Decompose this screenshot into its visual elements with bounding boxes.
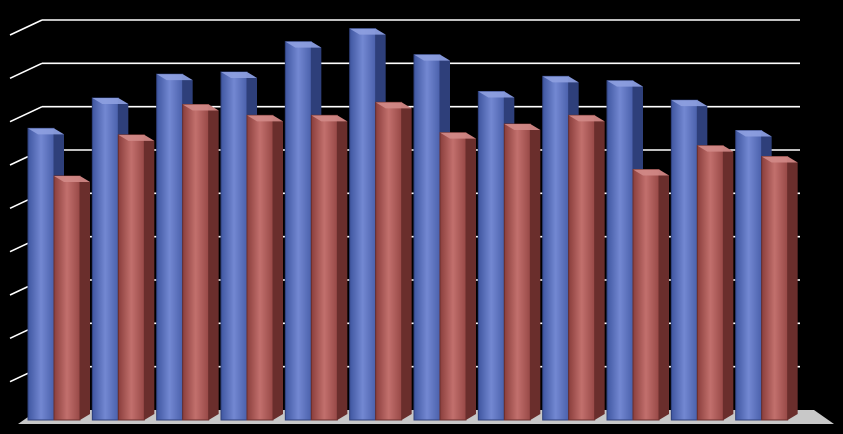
bar-front xyxy=(761,156,789,421)
bar xyxy=(503,123,541,421)
bar-top xyxy=(440,132,476,139)
bar-top xyxy=(156,74,193,81)
bar-front xyxy=(413,54,441,421)
bar-front xyxy=(542,75,570,421)
bar-front xyxy=(696,145,724,421)
bar-top xyxy=(414,54,450,61)
bar-front xyxy=(735,130,763,421)
bar-side xyxy=(594,115,605,420)
bar xyxy=(53,175,90,421)
bar xyxy=(606,80,643,421)
bar-front xyxy=(375,101,403,421)
bar-side xyxy=(80,176,90,420)
bar-front xyxy=(284,41,312,421)
bar-side xyxy=(466,132,476,420)
bar-front xyxy=(220,71,248,421)
bar-top xyxy=(542,76,579,83)
bar-side xyxy=(530,124,541,420)
bar-top xyxy=(118,134,155,141)
bar-top xyxy=(92,98,129,104)
bar-side xyxy=(723,145,734,420)
bar-front xyxy=(91,97,119,421)
bar-side xyxy=(787,156,798,420)
bar-side xyxy=(144,134,155,421)
bar-top xyxy=(247,115,283,122)
bars xyxy=(27,28,798,421)
bar xyxy=(182,104,219,421)
bar-front xyxy=(117,134,145,421)
gridline-wall xyxy=(9,105,43,123)
bar-top xyxy=(285,41,322,48)
gridline-wall xyxy=(9,62,43,80)
bar xyxy=(568,114,605,421)
bar-front xyxy=(670,99,698,421)
bar-front xyxy=(156,73,184,421)
bar-top xyxy=(568,115,605,122)
bar-top xyxy=(697,145,734,152)
bar-top xyxy=(504,124,541,130)
bar-front xyxy=(53,175,81,421)
bar xyxy=(375,101,412,421)
bar-top xyxy=(478,91,515,98)
bar-top xyxy=(311,115,348,122)
bar-front xyxy=(246,114,274,421)
bar-front xyxy=(27,127,55,421)
bar xyxy=(310,114,348,421)
bar-front xyxy=(477,91,505,421)
bar xyxy=(117,134,155,421)
bar-side xyxy=(273,115,283,420)
bar-front xyxy=(349,28,377,421)
bar-top xyxy=(671,100,708,107)
bar-front xyxy=(439,132,467,421)
bar-side xyxy=(659,169,669,420)
bar-front xyxy=(568,114,596,421)
bar-top xyxy=(607,80,643,87)
bar-top xyxy=(735,130,772,137)
gridline-wall xyxy=(9,19,43,36)
bar-top xyxy=(54,176,90,182)
bar xyxy=(761,156,798,421)
bar xyxy=(439,132,476,421)
bar-side xyxy=(337,115,348,420)
bar-front xyxy=(503,123,531,421)
bar-front xyxy=(632,169,660,421)
bar-front xyxy=(606,80,634,421)
bar-top xyxy=(349,28,386,35)
bar-front xyxy=(310,114,338,421)
bar-front xyxy=(182,104,210,421)
bar-side xyxy=(401,102,412,420)
bar xyxy=(632,169,669,421)
bar xyxy=(696,145,734,421)
bar-top xyxy=(633,169,669,176)
bar-side xyxy=(208,104,219,420)
bar-top xyxy=(221,72,257,78)
bar-top xyxy=(182,104,219,111)
bar-top xyxy=(28,128,64,135)
bar xyxy=(246,114,283,421)
bar-top xyxy=(761,156,798,163)
bar-top xyxy=(375,102,412,109)
